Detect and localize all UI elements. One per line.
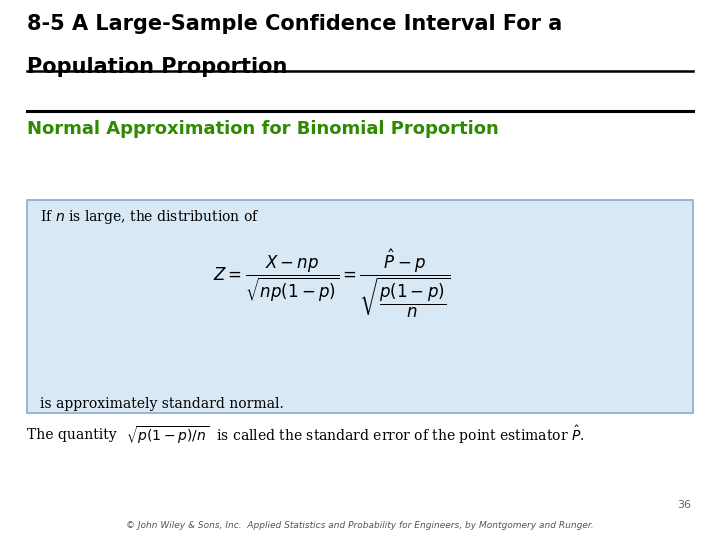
Text: $\sqrt{p(1-p)/n}$: $\sqrt{p(1-p)/n}$: [126, 424, 209, 446]
Text: $Z = \dfrac{X - np}{\sqrt{np(1-p)}} = \dfrac{\hat{P} - p}{\sqrt{\dfrac{p(1-p)}{n: $Z = \dfrac{X - np}{\sqrt{np(1-p)}} = \d…: [212, 247, 450, 320]
FancyBboxPatch shape: [27, 200, 693, 413]
Text: 8-5 A Large-Sample Confidence Interval For a: 8-5 A Large-Sample Confidence Interval F…: [27, 14, 562, 33]
Text: © John Wiley & Sons, Inc.  Applied Statistics and Probability for Engineers, by : © John Wiley & Sons, Inc. Applied Statis…: [126, 521, 594, 530]
Text: Normal Approximation for Binomial Proportion: Normal Approximation for Binomial Propor…: [27, 120, 499, 138]
Text: Population Proportion: Population Proportion: [27, 57, 288, 77]
Text: If $n$ is large, the distribution of: If $n$ is large, the distribution of: [40, 208, 259, 226]
Text: The quantity: The quantity: [27, 428, 122, 442]
Text: is approximately standard normal.: is approximately standard normal.: [40, 397, 284, 411]
Text: is called the standard error of the point estimator $\hat{P}$.: is called the standard error of the poin…: [212, 423, 585, 446]
Text: 36: 36: [678, 500, 691, 510]
